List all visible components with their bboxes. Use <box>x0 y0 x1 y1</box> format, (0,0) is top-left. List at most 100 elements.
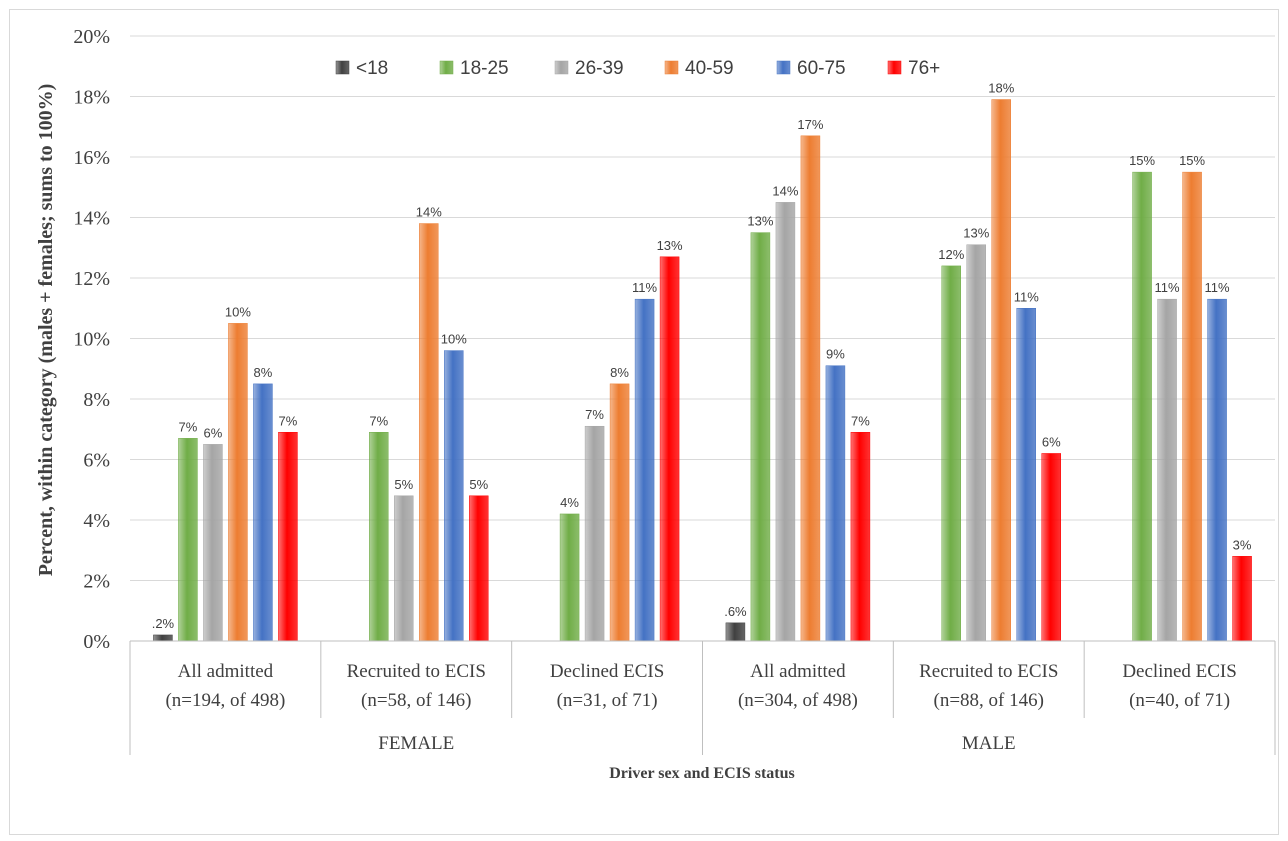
data-label: 9% <box>826 347 845 362</box>
data-label: 4% <box>560 495 579 510</box>
category-label: Declined ECIS <box>550 661 665 682</box>
data-labels: .2% .6% 7% 7% 4% 13% 12% 15% 6% 5% 7% 14% 13% 11% 10% 1… <box>152 81 1252 631</box>
bar-26-39-2 <box>585 426 604 641</box>
bar-60-75-1 <box>444 351 463 641</box>
bar-60-75-0 <box>253 384 272 641</box>
y-tick-label: 12% <box>73 268 110 290</box>
category-sublabel: (n=304, of 498) <box>738 690 858 711</box>
data-label: 8% <box>254 365 273 380</box>
bar-40-59-4 <box>992 100 1011 641</box>
bar-76+-1 <box>469 496 488 641</box>
legend-swatch-26-39 <box>555 61 568 74</box>
data-label: 5% <box>394 477 413 492</box>
bar-60-75-2 <box>635 299 654 641</box>
legend-label: 40-59 <box>685 58 734 79</box>
bar-60-75-4 <box>1017 308 1036 641</box>
y-tick-label: 4% <box>83 510 110 532</box>
y-tick-label: 14% <box>73 208 110 230</box>
data-label: 10% <box>225 304 251 319</box>
bar-40-59-2 <box>610 384 629 641</box>
legend-swatch-60-75 <box>777 61 790 74</box>
bar-26-39-3 <box>776 202 795 641</box>
bar-60-75-5 <box>1208 299 1227 641</box>
bar-18-25-5 <box>1133 172 1152 641</box>
category-sublabel: (n=31, of 71) <box>557 690 658 711</box>
legend-swatch-<18 <box>336 61 349 74</box>
data-label: 13% <box>747 214 773 229</box>
category-label: Declined ECIS <box>1122 661 1237 682</box>
data-label: 13% <box>963 226 989 241</box>
data-label: 13% <box>657 238 683 253</box>
data-label: 5% <box>469 477 488 492</box>
category-sublabel: (n=40, of 71) <box>1129 690 1230 711</box>
bar-60-75-3 <box>826 366 845 641</box>
bar-26-39-4 <box>967 245 986 641</box>
bar-40-59-0 <box>228 323 247 641</box>
data-label: 7% <box>851 413 870 428</box>
data-label: .2% <box>152 616 175 631</box>
y-tick-label: 10% <box>73 329 110 351</box>
data-label: 17% <box>797 117 823 132</box>
data-label: 7% <box>279 413 298 428</box>
data-label: 6% <box>1042 434 1061 449</box>
y-tick-label: 16% <box>73 147 110 169</box>
bars <box>153 100 1251 641</box>
data-label: 7% <box>585 407 604 422</box>
legend-label: <18 <box>356 58 388 79</box>
legend: <18 18-25 26-39 40-59 60-75 76+ <box>336 58 940 79</box>
data-label: 11% <box>1014 289 1039 304</box>
data-label: 3% <box>1233 537 1252 552</box>
data-label: 14% <box>416 205 442 220</box>
x-axis: All admitted (n=194, of 498) Recruited to … <box>130 641 1275 755</box>
bar-18-25-4 <box>942 266 961 641</box>
data-label: 7% <box>179 419 198 434</box>
bar-26-39-0 <box>203 444 222 641</box>
legend-swatch-40-59 <box>665 61 678 74</box>
y-tick-label: 8% <box>83 389 110 411</box>
y-tick-label: 0% <box>83 631 110 653</box>
group-label: FEMALE <box>378 733 454 754</box>
bar-18-25-2 <box>560 514 579 641</box>
data-label: 7% <box>369 413 388 428</box>
category-label: Recruited to ECIS <box>919 661 1058 682</box>
legend-label: 26-39 <box>575 58 624 79</box>
data-label: 8% <box>610 365 629 380</box>
y-tick-label: 2% <box>83 571 110 593</box>
bar-40-59-3 <box>801 136 820 641</box>
y-axis-title: Percent, within category (males + female… <box>35 84 57 577</box>
y-tick-label: 6% <box>83 450 110 472</box>
x-axis-title: Driver sex and ECIS status <box>609 765 795 782</box>
bar-40-59-1 <box>419 224 438 641</box>
y-axis: 0% 2% 4% 6% 8% 10% 12% 14% 16% 18% 20% <box>73 26 110 653</box>
bar-76+-4 <box>1042 453 1061 641</box>
bar-40-59-5 <box>1183 172 1202 641</box>
bar-<18-0 <box>153 635 172 641</box>
data-label: 14% <box>772 183 798 198</box>
bar-26-39-5 <box>1158 299 1177 641</box>
data-label: 11% <box>1205 280 1230 295</box>
data-label: .6% <box>724 604 747 619</box>
bar-18-25-1 <box>369 432 388 641</box>
legend-label: 76+ <box>908 58 940 79</box>
data-label: 6% <box>204 425 223 440</box>
bar-26-39-1 <box>394 496 413 641</box>
category-label: All admitted <box>750 661 846 682</box>
category-label: All admitted <box>178 661 274 682</box>
group-label: MALE <box>962 733 1016 754</box>
legend-label: 60-75 <box>797 58 846 79</box>
bar-18-25-3 <box>751 233 770 641</box>
data-label: 12% <box>938 247 964 262</box>
legend-swatch-18-25 <box>440 61 453 74</box>
bar-76+-2 <box>660 257 679 641</box>
data-label: 18% <box>988 81 1014 96</box>
bar-76+-5 <box>1233 556 1252 641</box>
data-label: 11% <box>1155 280 1180 295</box>
legend-swatch-76+ <box>888 61 901 74</box>
category-label: Recruited to ECIS <box>347 661 486 682</box>
category-sublabel: (n=194, of 498) <box>165 690 285 711</box>
category-sublabel: (n=58, of 146) <box>361 690 471 711</box>
gridlines <box>130 36 1275 641</box>
y-tick-label: 20% <box>73 26 110 48</box>
y-tick-label: 18% <box>73 87 110 109</box>
